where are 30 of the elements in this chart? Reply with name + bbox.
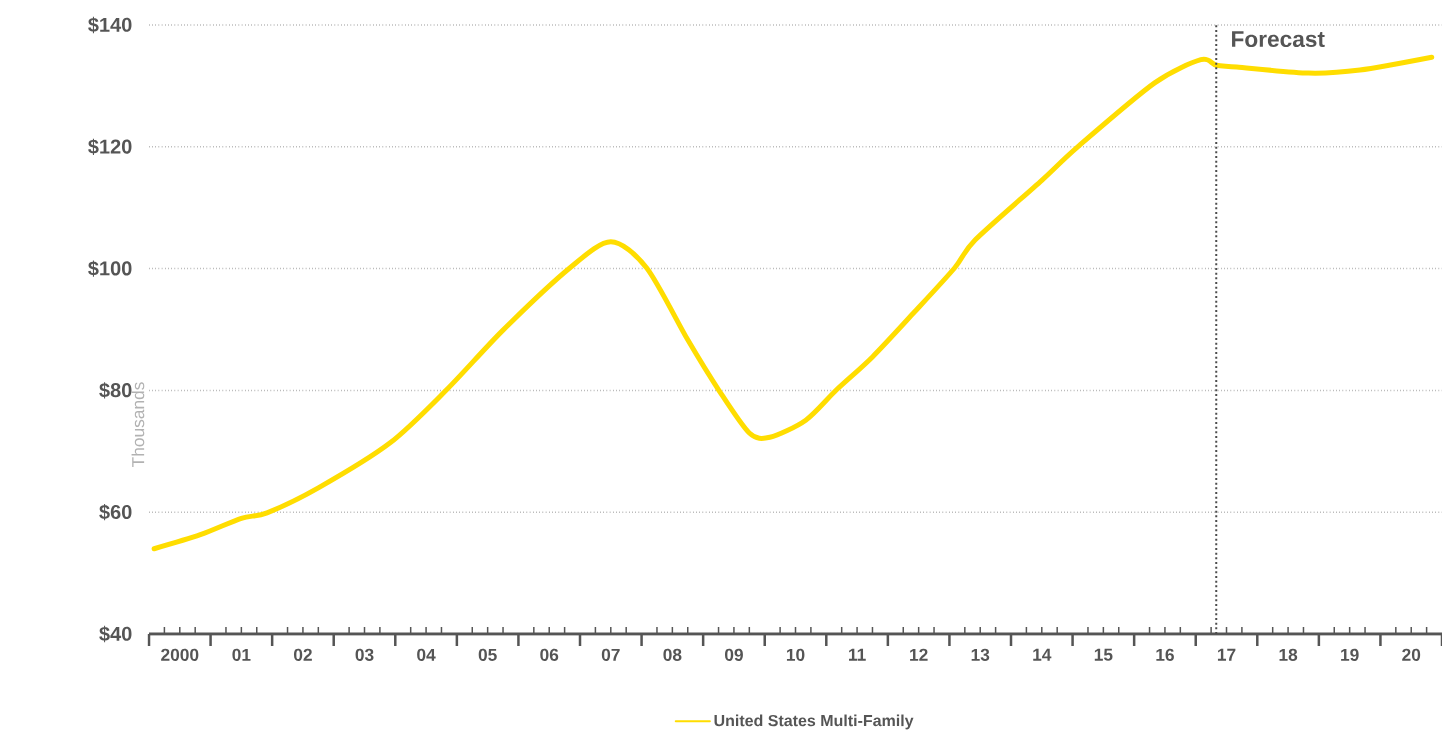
x-tick-label: 08 <box>663 648 682 661</box>
y-tick-label: $40 <box>99 625 132 643</box>
x-tick-label: 12 <box>910 648 928 661</box>
x-tick-label: 14 <box>1033 648 1052 661</box>
ref-line-label: Forecast <box>1232 31 1325 48</box>
x-tick-label: 2000 <box>161 648 199 661</box>
x-tick-label: 01 <box>232 648 251 661</box>
x-tick-label: 20 <box>1402 648 1421 661</box>
x-tick-label: 17 <box>1217 648 1236 661</box>
x-tick-label: 06 <box>540 648 559 661</box>
x-tick-label: 03 <box>355 648 374 661</box>
x-tick-label: 16 <box>1156 648 1174 661</box>
y-tick-label: $100 <box>88 260 132 277</box>
x-tick-label: 07 <box>601 648 620 661</box>
y-tick-label: $140 <box>88 16 132 34</box>
x-tick-label: 15 <box>1094 648 1113 661</box>
x-tick-label: 13 <box>971 648 990 661</box>
x-tick-label: 11 <box>849 648 866 661</box>
x-tick-label: 05 <box>478 648 497 661</box>
x-tick-label: 19 <box>1341 648 1359 661</box>
x-tick-label: 02 <box>293 648 312 661</box>
x-tick-label: 09 <box>724 648 743 661</box>
x-tick-label: 04 <box>417 648 436 661</box>
legend-label: United States Multi-Family <box>714 714 914 730</box>
y-tick-label: $120 <box>88 138 132 155</box>
y-axis-title: Thousands <box>131 382 145 467</box>
x-tick-label: 10 <box>786 648 805 661</box>
y-tick-label: $80 <box>99 382 132 399</box>
x-tick-label: 18 <box>1279 648 1298 661</box>
y-tick-label: $60 <box>99 504 132 521</box>
